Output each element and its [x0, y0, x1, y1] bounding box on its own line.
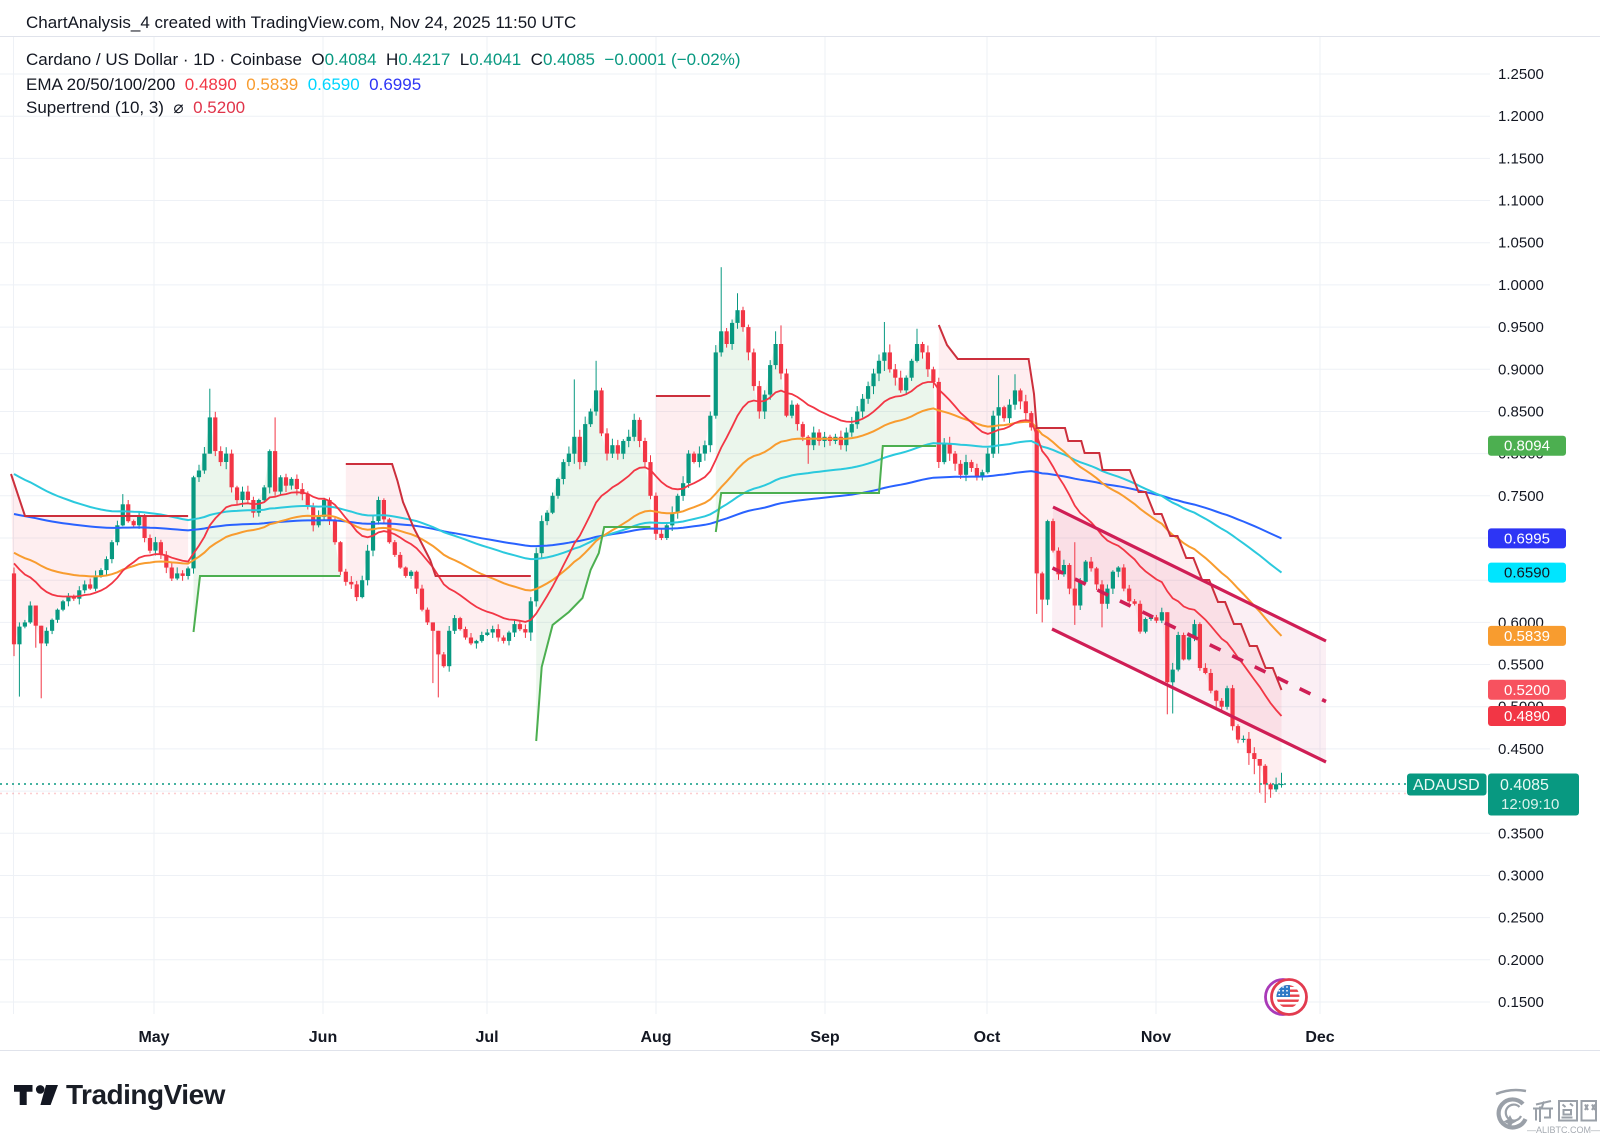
- svg-text:0.6995: 0.6995: [1504, 530, 1550, 547]
- svg-text:1.1000: 1.1000: [1498, 193, 1544, 210]
- svg-text:Sep: Sep: [810, 1029, 840, 1046]
- svg-text:—ALIBTC.COM—: —ALIBTC.COM—: [1527, 1125, 1600, 1135]
- svg-text:1.2000: 1.2000: [1498, 108, 1544, 125]
- svg-text:0.9000: 0.9000: [1498, 361, 1544, 378]
- svg-text:EMA 20/50/100/200 0.4890 0.5: EMA 20/50/100/200 0.4890 0.5839 0.6590 0…: [26, 75, 421, 94]
- svg-text:Aug: Aug: [640, 1029, 671, 1046]
- svg-text:0.8094: 0.8094: [1504, 438, 1550, 455]
- svg-text:May: May: [138, 1029, 169, 1046]
- svg-text:0.8500: 0.8500: [1498, 404, 1544, 421]
- svg-text:Jul: Jul: [475, 1029, 498, 1046]
- svg-text:0.5839: 0.5839: [1504, 628, 1550, 645]
- svg-text:12:09:10: 12:09:10: [1501, 796, 1559, 813]
- svg-text:0.7500: 0.7500: [1498, 488, 1544, 505]
- svg-text:0.3500: 0.3500: [1498, 825, 1544, 842]
- svg-text:Oct: Oct: [974, 1029, 1001, 1046]
- svg-text:ADAUSD: ADAUSD: [1413, 777, 1480, 794]
- svg-text:Jun: Jun: [309, 1029, 337, 1046]
- svg-text:0.1500: 0.1500: [1498, 994, 1544, 1011]
- svg-text:0.2500: 0.2500: [1498, 910, 1544, 927]
- svg-text:0.4500: 0.4500: [1498, 741, 1544, 758]
- svg-text:Cardano / US Dollar · 1D · Coi: Cardano / US Dollar · 1D · Coinbase O0.4…: [26, 50, 741, 69]
- svg-text:0.4085: 0.4085: [1500, 777, 1549, 794]
- svg-text:0.2000: 0.2000: [1498, 952, 1544, 969]
- svg-text:Nov: Nov: [1141, 1029, 1171, 1046]
- svg-text:ChartAnalysis_4 created with T: ChartAnalysis_4 created with TradingView…: [26, 13, 576, 32]
- svg-text:0.5500: 0.5500: [1498, 657, 1544, 674]
- svg-text:1.0000: 1.0000: [1498, 277, 1544, 294]
- svg-text:TradingView: TradingView: [66, 1079, 226, 1110]
- svg-text:0.5200: 0.5200: [1504, 682, 1550, 699]
- svg-text:0.6590: 0.6590: [1504, 565, 1550, 582]
- svg-text:0.3000: 0.3000: [1498, 868, 1544, 885]
- svg-text:0.9500: 0.9500: [1498, 319, 1544, 336]
- svg-text:0.4890: 0.4890: [1504, 708, 1550, 725]
- svg-text:1.1500: 1.1500: [1498, 150, 1544, 167]
- svg-text:1.2500: 1.2500: [1498, 66, 1544, 83]
- svg-text:Supertrend (10, 3) ⌀ 0.5200: Supertrend (10, 3) ⌀ 0.5200: [26, 98, 245, 117]
- svg-text:Dec: Dec: [1305, 1029, 1334, 1046]
- svg-text:1.0500: 1.0500: [1498, 235, 1544, 252]
